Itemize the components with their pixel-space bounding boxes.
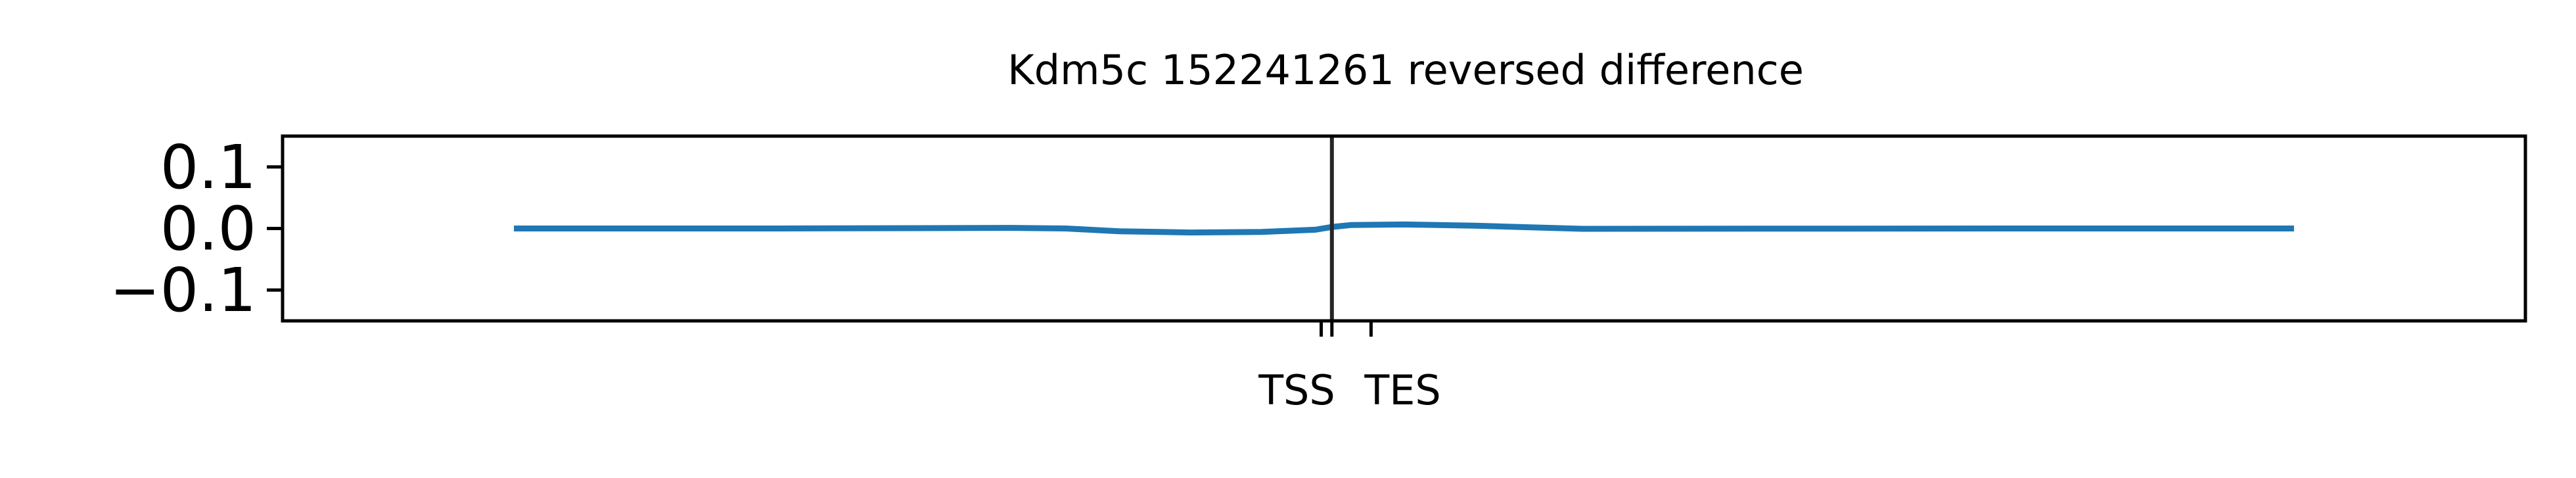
plot-area: 0.10.0−0.1 TSS TES xyxy=(110,132,2527,414)
x-tick-label-tes: TES xyxy=(1364,366,1440,414)
y-tick-label-0: 0.1 xyxy=(160,132,256,203)
series-line-0 xyxy=(514,221,2294,236)
y-tick-label-2: −0.1 xyxy=(110,255,256,325)
y-tick-label-1: 0.0 xyxy=(160,194,256,264)
x-tick-label-tss: TSS xyxy=(1258,366,1335,414)
chart-title: Kdm5c 152241261 reversed difference xyxy=(1007,46,1804,94)
